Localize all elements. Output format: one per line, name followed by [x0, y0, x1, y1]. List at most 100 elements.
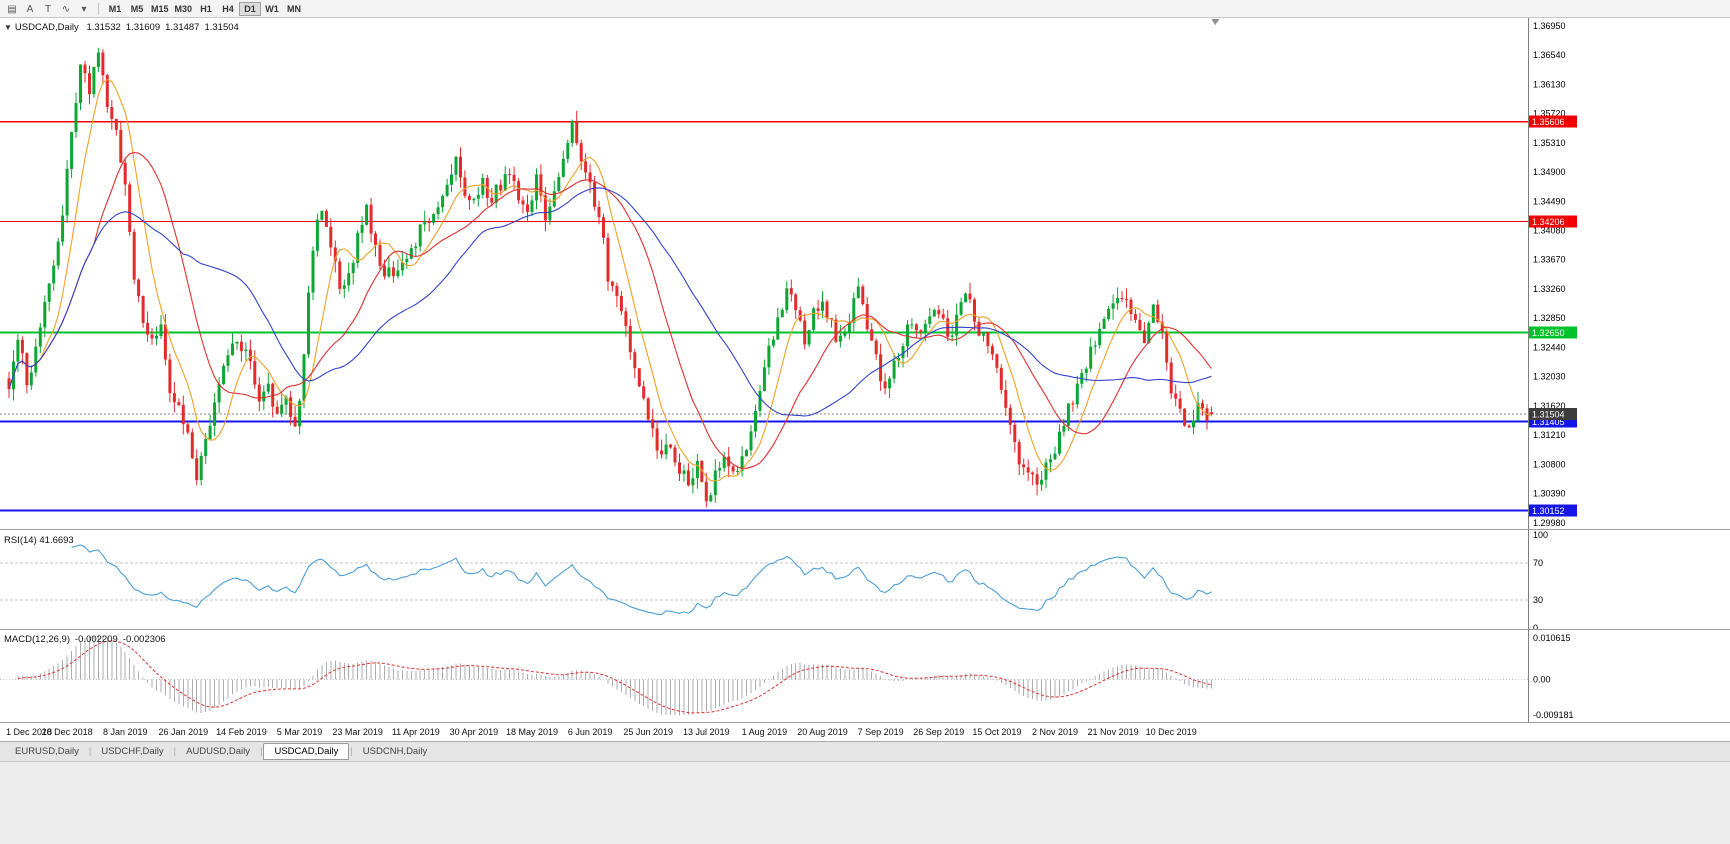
date-label: 23 Mar 2019	[332, 727, 383, 737]
status-area	[0, 761, 1730, 844]
toolbar: ▤ A T ∿ ▾ M1 M5 M15 M30 H1 H4 D1 W1 MN	[0, 0, 1730, 18]
svg-text:0: 0	[1533, 623, 1538, 630]
svg-text:1.35720: 1.35720	[1533, 109, 1566, 119]
date-label: 13 Jul 2019	[683, 727, 730, 737]
tab-usdcad-daily[interactable]: USDCAD,Daily	[263, 743, 350, 760]
tab-audusd-daily[interactable]: AUDUSD,Daily	[186, 746, 250, 757]
rsi-panel[interactable]: 100 70 30 0 RSI(14) 41.6693	[0, 530, 1730, 630]
svg-text:1.33670: 1.33670	[1533, 255, 1566, 265]
candles-layer	[7, 47, 1213, 508]
current-price-badge: 1.31504	[1529, 408, 1577, 421]
tab-eurusd-daily[interactable]: EURUSD,Daily	[15, 746, 79, 757]
date-label: 5 Mar 2019	[276, 727, 323, 737]
date-label: 1 Aug 2019	[741, 727, 788, 737]
timeframe-button-mn[interactable]: MN	[287, 3, 302, 14]
macd-panel[interactable]: 0.010615 0.00 -0.009181 MACD(12,26,9) -0.00…	[0, 630, 1730, 723]
timeframe-buttons: M1 M5 M15 M30 H1 H4 D1 W1 MN	[104, 1, 305, 16]
price-chart-canvas[interactable]: 1.36950 1.36540 1.36130 1.35720 1.35310 1.349…	[0, 18, 1730, 530]
svg-text:1.36540: 1.36540	[1533, 50, 1566, 60]
indicator-zigzag-icon[interactable]: ∿	[61, 3, 71, 15]
tab-separator: |	[88, 746, 92, 757]
svg-text:70: 70	[1533, 558, 1543, 568]
timeframe-button-d1[interactable]: D1	[239, 1, 262, 16]
svg-text:0.00: 0.00	[1533, 674, 1551, 684]
date-label: 11 Apr 2019	[391, 727, 440, 737]
tab-separator: |	[173, 746, 177, 757]
date-label: 8 Jan 2019	[102, 727, 148, 737]
svg-text:1.34900: 1.34900	[1533, 167, 1566, 177]
toolbar-icons: ▤ A T ∿ ▾	[3, 2, 93, 16]
price-axis: 1.36950 1.36540 1.36130 1.35720 1.35310 1.349…	[1533, 21, 1566, 528]
tab-separator: |	[350, 746, 353, 757]
macd-canvas: 0.010615 0.00 -0.009181	[0, 630, 1730, 723]
moving-average-lines	[8, 78, 1212, 482]
date-label: 15 Oct 2019	[972, 727, 1022, 737]
svg-text:-0.009181: -0.009181	[1533, 710, 1574, 720]
macd-signal-line	[17, 640, 1212, 714]
price-level-badges: 1.35606 1.34206 1.32650 1.31405 1.30152 1.315…	[1529, 115, 1577, 517]
rsi-axis: 100 70 30 0	[1533, 530, 1548, 630]
svg-text:1.30390: 1.30390	[1533, 489, 1566, 499]
svg-text:1.33260: 1.33260	[1533, 284, 1566, 294]
cursor-tool-icon[interactable]: A	[26, 3, 34, 15]
svg-text:1.36130: 1.36130	[1533, 79, 1566, 89]
svg-text:1.32440: 1.32440	[1533, 342, 1566, 352]
timeframe-button-m5[interactable]: M5	[130, 3, 144, 14]
svg-text:30: 30	[1533, 595, 1543, 605]
date-label: 20 Dec 2018	[41, 727, 93, 737]
date-label: 10 Dec 2019	[1145, 727, 1197, 737]
svg-text:1.35310: 1.35310	[1533, 138, 1566, 148]
date-axis: 1 Dec 2018 20 Dec 2018 8 Jan 2019 26 Jan 20…	[0, 723, 1730, 741]
svg-text:1.34080: 1.34080	[1533, 226, 1566, 236]
timeframe-button-m15[interactable]: M15	[151, 3, 169, 14]
chart-window-icon[interactable]: ▤	[7, 3, 17, 15]
horizontal-levels[interactable]	[0, 120, 1528, 512]
svg-text:1.32850: 1.32850	[1533, 313, 1566, 323]
toolbar-separator	[98, 2, 99, 15]
price-chart-panel[interactable]: 1.36950 1.36540 1.36130 1.35720 1.35310 1.349…	[0, 18, 1730, 530]
svg-text:0.010615: 0.010615	[1533, 633, 1571, 643]
svg-text:1.35606: 1.35606	[1532, 117, 1565, 127]
tab-usdchf-daily[interactable]: USDCHF,Daily	[101, 746, 164, 757]
chart-shift-marker-icon[interactable]	[1211, 19, 1220, 25]
date-label: 1 Dec 2018	[5, 727, 53, 737]
timeframe-button-h4[interactable]: H4	[222, 3, 234, 14]
svg-text:1.32030: 1.32030	[1533, 372, 1566, 382]
date-label: 26 Sep 2019	[913, 727, 965, 737]
chart-type-icon[interactable]: T	[44, 3, 52, 15]
date-label: 2 Nov 2019	[1031, 727, 1078, 737]
timeframe-button-m1[interactable]: M1	[108, 3, 122, 14]
svg-text:1.34206: 1.34206	[1532, 217, 1565, 227]
svg-text:1.29980: 1.29980	[1533, 518, 1566, 528]
rsi-line	[71, 544, 1212, 616]
svg-text:1.36950: 1.36950	[1533, 21, 1566, 31]
timeframe-button-m30[interactable]: M30	[174, 3, 193, 14]
date-label: 30 Apr 2019	[449, 727, 499, 737]
date-label: 18 May 2019	[505, 727, 558, 737]
chart-tabs-bar: EURUSD,Daily | USDCHF,Daily | AUDUSD,Daily | U…	[0, 741, 1730, 761]
date-label: 6 Jun 2019	[567, 727, 613, 737]
dropdown-caret-icon[interactable]: ▾	[81, 3, 87, 15]
date-label: 26 Jan 2019	[158, 727, 209, 737]
tab-usdcnh-daily[interactable]: USDCNH,Daily	[362, 746, 428, 757]
date-label: 25 Jun 2019	[623, 727, 673, 737]
svg-text:1.30800: 1.30800	[1533, 459, 1566, 469]
svg-text:1.31405: 1.31405	[1532, 417, 1565, 427]
svg-text:1.31210: 1.31210	[1533, 430, 1566, 440]
svg-text:1.31504: 1.31504	[1532, 410, 1565, 420]
date-label: 14 Feb 2019	[216, 727, 267, 737]
svg-text:1.34490: 1.34490	[1533, 196, 1566, 206]
date-label: 21 Nov 2019	[1087, 727, 1139, 737]
timeframe-button-h1[interactable]: H1	[200, 3, 212, 14]
svg-text:1.30152: 1.30152	[1532, 506, 1565, 516]
timeframe-button-w1[interactable]: W1	[265, 3, 279, 14]
date-label: 20 Aug 2019	[797, 727, 848, 737]
macd-axis: 0.010615 0.00 -0.009181	[1533, 633, 1574, 720]
svg-text:1.31620: 1.31620	[1533, 401, 1566, 411]
svg-text:1.32650: 1.32650	[1532, 328, 1565, 338]
rsi-canvas: 100 70 30 0	[0, 530, 1730, 630]
date-label: 7 Sep 2019	[857, 727, 904, 737]
tab-separator: |	[259, 746, 263, 757]
macd-histogram	[17, 634, 1212, 716]
